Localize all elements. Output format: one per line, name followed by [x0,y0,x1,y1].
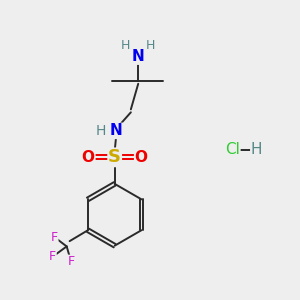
Text: H: H [96,124,106,138]
Text: H: H [121,39,130,52]
Text: N: N [110,123,122,138]
Text: S: S [108,148,121,166]
Text: F: F [51,230,58,244]
Text: H: H [251,142,262,158]
Text: Cl: Cl [225,142,240,158]
Text: H: H [146,39,155,52]
Text: F: F [68,255,75,268]
Text: N: N [132,49,145,64]
Text: F: F [49,250,56,263]
Text: O: O [82,150,95,165]
Text: O: O [135,150,148,165]
